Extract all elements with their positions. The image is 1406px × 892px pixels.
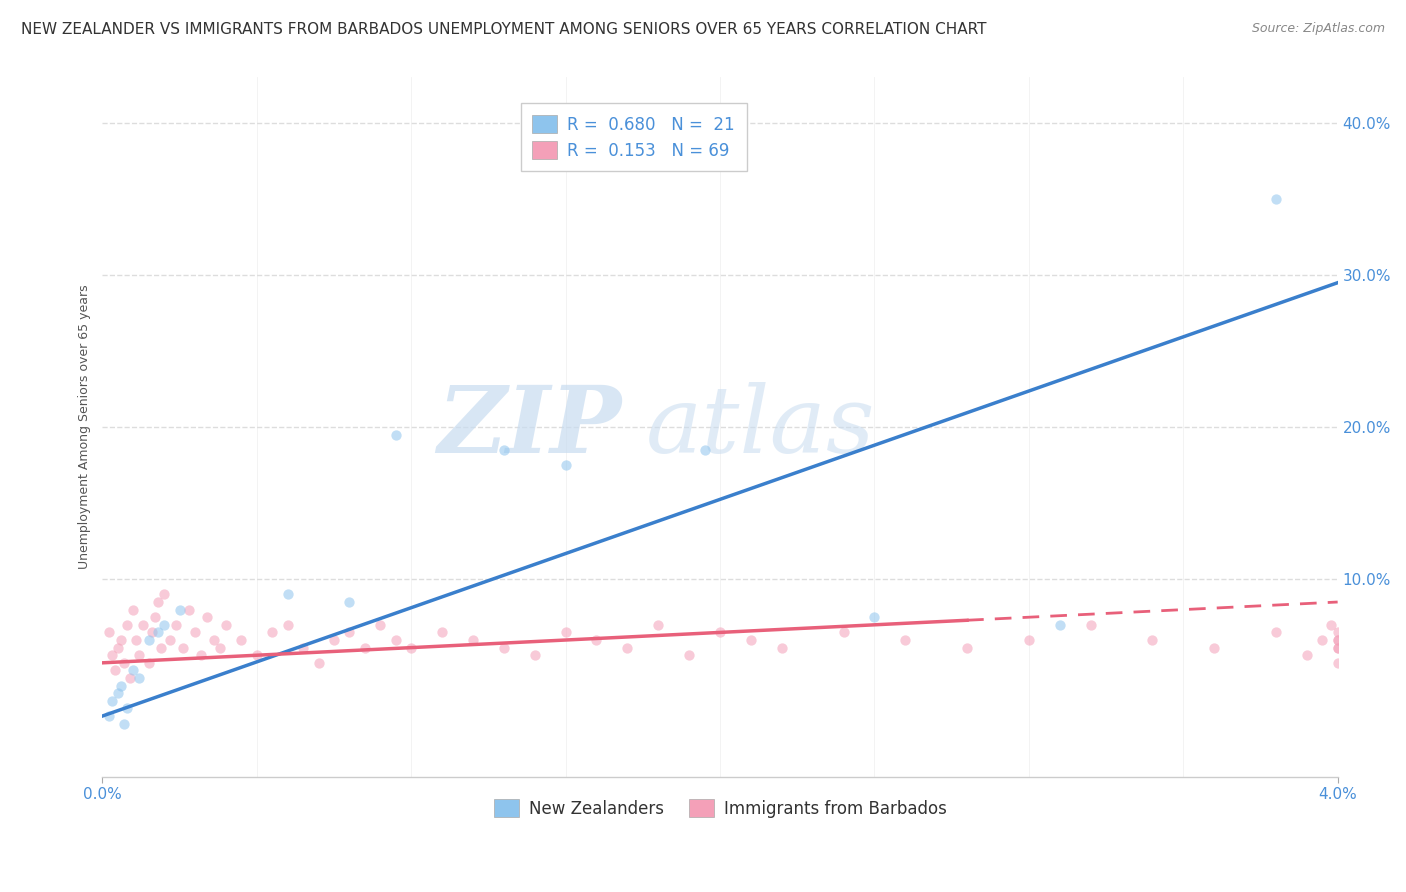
Point [323,633,346,648]
Point [1326,640,1348,655]
Point [1326,640,1348,655]
Point [107,686,129,700]
Point [112,716,135,731]
Point [292,640,315,655]
Point [693,442,716,457]
Point [1326,656,1348,670]
Point [647,617,669,632]
Point [150,640,173,655]
Point [1326,633,1348,648]
Point [208,640,231,655]
Text: atlas: atlas [645,382,876,472]
Point [112,656,135,670]
Point [554,625,576,640]
Point [110,679,132,693]
Point [166,617,188,632]
Point [231,633,253,648]
Point [770,640,793,655]
Point [1142,633,1164,648]
Point [125,633,148,648]
Legend: New Zealanders, Immigrants from Barbados: New Zealanders, Immigrants from Barbados [486,792,953,824]
Point [678,648,700,663]
Point [153,617,176,632]
Point [146,625,169,640]
Point [97,709,120,723]
Point [141,625,163,640]
Point [131,617,153,632]
Point [1204,640,1226,655]
Text: Source: ZipAtlas.com: Source: ZipAtlas.com [1251,22,1385,36]
Point [115,617,138,632]
Point [1326,625,1348,640]
Y-axis label: Unemployment Among Seniors over 65 years: Unemployment Among Seniors over 65 years [79,285,91,569]
Point [1264,625,1286,640]
Point [190,648,212,663]
Point [1326,633,1348,648]
Point [368,617,391,632]
Point [1018,633,1040,648]
Point [120,671,142,685]
Point [159,633,181,648]
Point [430,625,453,640]
Point [616,640,638,655]
Point [384,633,406,648]
Point [97,625,120,640]
Point [1310,633,1333,648]
Point [461,633,484,648]
Point [1264,192,1286,206]
Point [863,610,886,624]
Point [384,427,406,442]
Point [1049,617,1071,632]
Point [128,671,150,685]
Point [172,640,194,655]
Point [523,648,546,663]
Point [832,625,855,640]
Text: ZIP: ZIP [437,382,621,472]
Point [740,633,762,648]
Point [115,701,138,715]
Point [100,694,122,708]
Point [122,664,145,678]
Point [110,633,132,648]
Point [894,633,917,648]
Point [354,640,377,655]
Point [1080,617,1102,632]
Point [585,633,607,648]
Point [177,602,200,616]
Point [277,587,299,601]
Point [246,648,269,663]
Point [262,625,284,640]
Point [138,656,160,670]
Point [215,617,238,632]
Text: NEW ZEALANDER VS IMMIGRANTS FROM BARBADOS UNEMPLOYMENT AMONG SENIORS OVER 65 YEA: NEW ZEALANDER VS IMMIGRANTS FROM BARBADO… [21,22,987,37]
Point [339,595,361,609]
Point [100,648,122,663]
Point [107,640,129,655]
Point [138,633,160,648]
Point [1295,648,1317,663]
Point [308,656,330,670]
Point [399,640,422,655]
Point [128,648,150,663]
Point [492,442,515,457]
Point [153,587,176,601]
Point [143,610,166,624]
Point [195,610,218,624]
Point [554,458,576,472]
Point [184,625,207,640]
Point [169,602,191,616]
Point [104,664,127,678]
Point [146,595,169,609]
Point [339,625,361,640]
Point [492,640,515,655]
Point [277,617,299,632]
Point [202,633,225,648]
Point [709,625,731,640]
Point [122,602,145,616]
Point [956,640,979,655]
Point [1320,617,1343,632]
